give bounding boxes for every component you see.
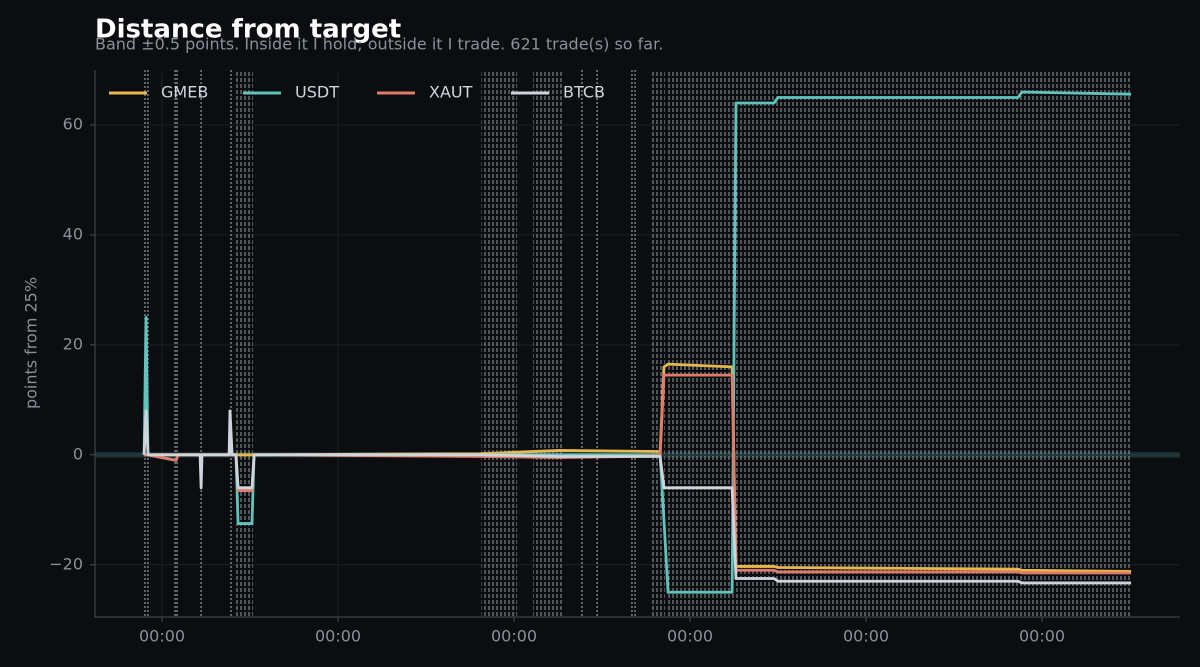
y-tick-label: 40 <box>63 224 83 243</box>
trade-span <box>652 70 666 617</box>
legend-label: BTCB <box>563 83 605 102</box>
trade-span <box>235 70 254 617</box>
y-tick-label: 20 <box>63 334 83 353</box>
trade-span <box>481 70 518 617</box>
plot-area: −20 0 20 40 60 00:00 00:00 00:00 00:00 00:00 00:00… <box>49 70 1180 646</box>
legend-label: GMEB <box>161 83 208 102</box>
x-tick-label: 00:00 <box>667 627 713 646</box>
y-tick-label: 0 <box>73 444 83 463</box>
trade-span <box>533 70 563 617</box>
y-tick-label: 60 <box>63 114 83 133</box>
series-line <box>142 409 1132 585</box>
legend-label: XAUT <box>429 83 473 102</box>
chart-title: Distance from target <box>95 15 401 45</box>
x-tick-label: 00:00 <box>843 627 889 646</box>
x-tick-label: 00:00 <box>139 627 185 646</box>
x-tick-label: 00:00 <box>491 627 537 646</box>
x-tick-label: 00:00 <box>315 627 361 646</box>
y-tick-label: −20 <box>49 554 83 573</box>
legend-label: USDT <box>295 83 339 102</box>
y-axis-label: points from 25% <box>22 277 41 409</box>
chart-subtitle: Band ±0.5 points. Inside it I hold; outs… <box>95 35 663 54</box>
trade-span <box>668 70 1132 617</box>
x-tick-label: 00:00 <box>1019 627 1065 646</box>
